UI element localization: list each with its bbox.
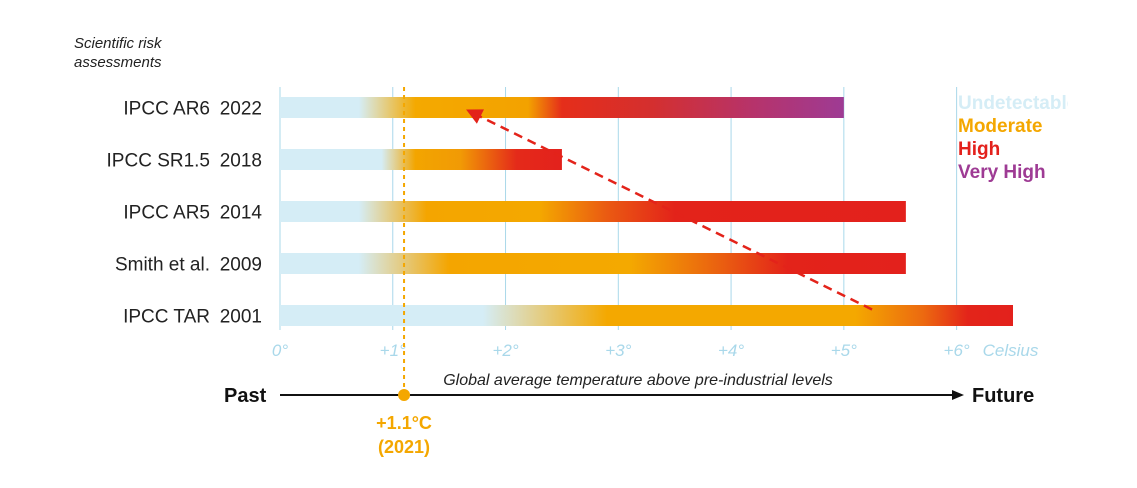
legend-item: Very High: [958, 162, 1046, 183]
category-label: IPCC AR5: [123, 203, 210, 224]
bar-2: [280, 201, 906, 222]
bar-3: [280, 253, 906, 274]
tick-labels: 0° +1° +2° +3° +4° +5° +6° Celsius: [272, 341, 1039, 360]
bar-0: [280, 97, 844, 118]
bars: [280, 97, 1013, 326]
current-warming-year: (2021): [378, 437, 430, 457]
category-label: IPCC AR6: [123, 99, 210, 120]
current-warming-marker: [398, 389, 411, 401]
axis-unit-label: Celsius: [983, 341, 1039, 360]
category-year: 2018: [220, 151, 262, 172]
tick-label: 0°: [272, 341, 288, 360]
category-labels: Scientific risk assessments IPCC AR6 2022 IP…: [74, 35, 262, 328]
chart-panel: Scientific risk assessments IPCC AR6 2022 IP…: [68, 25, 1068, 465]
tick-label: +5°: [831, 341, 857, 360]
category-label: IPCC TAR: [123, 307, 210, 328]
risk-chart: Scientific risk assessments IPCC AR6 2022 IP…: [74, 35, 1068, 457]
category-label: IPCC SR1.5: [107, 151, 210, 172]
tick-label: +6°: [944, 341, 970, 360]
trend-arrow-head: [466, 109, 484, 124]
category-year: 2022: [220, 99, 262, 120]
category-year: 2001: [220, 307, 262, 328]
timeline-past-label: Past: [224, 385, 267, 407]
bar-1: [280, 149, 562, 170]
tick-label: +1°: [380, 341, 406, 360]
tick-label: +4°: [718, 341, 744, 360]
category-label: Smith et al.: [115, 255, 210, 276]
tick-label: +3°: [605, 341, 631, 360]
timeline: Global average temperature above pre-ind…: [224, 372, 1034, 457]
x-axis-label: Global average temperature above pre-ind…: [443, 372, 833, 389]
axis-title-line-1: Scientific risk: [74, 35, 163, 52]
axis-title-line-2: assessments: [74, 54, 162, 71]
overlay: [403, 87, 873, 395]
timeline-arrow-head: [952, 390, 964, 400]
category-year: 2014: [220, 203, 263, 224]
timeline-future-label: Future: [972, 385, 1034, 407]
tick-label: +2°: [492, 341, 518, 360]
category-year: 2009: [220, 255, 262, 276]
legend-item: High: [958, 139, 1000, 160]
bar-4: [280, 305, 1013, 326]
legend-item: Undetectable: [958, 93, 1068, 114]
current-warming-value: +1.1°C: [376, 413, 432, 433]
trend-arrow-line: [475, 113, 873, 311]
legend-item: Moderate: [958, 116, 1042, 137]
